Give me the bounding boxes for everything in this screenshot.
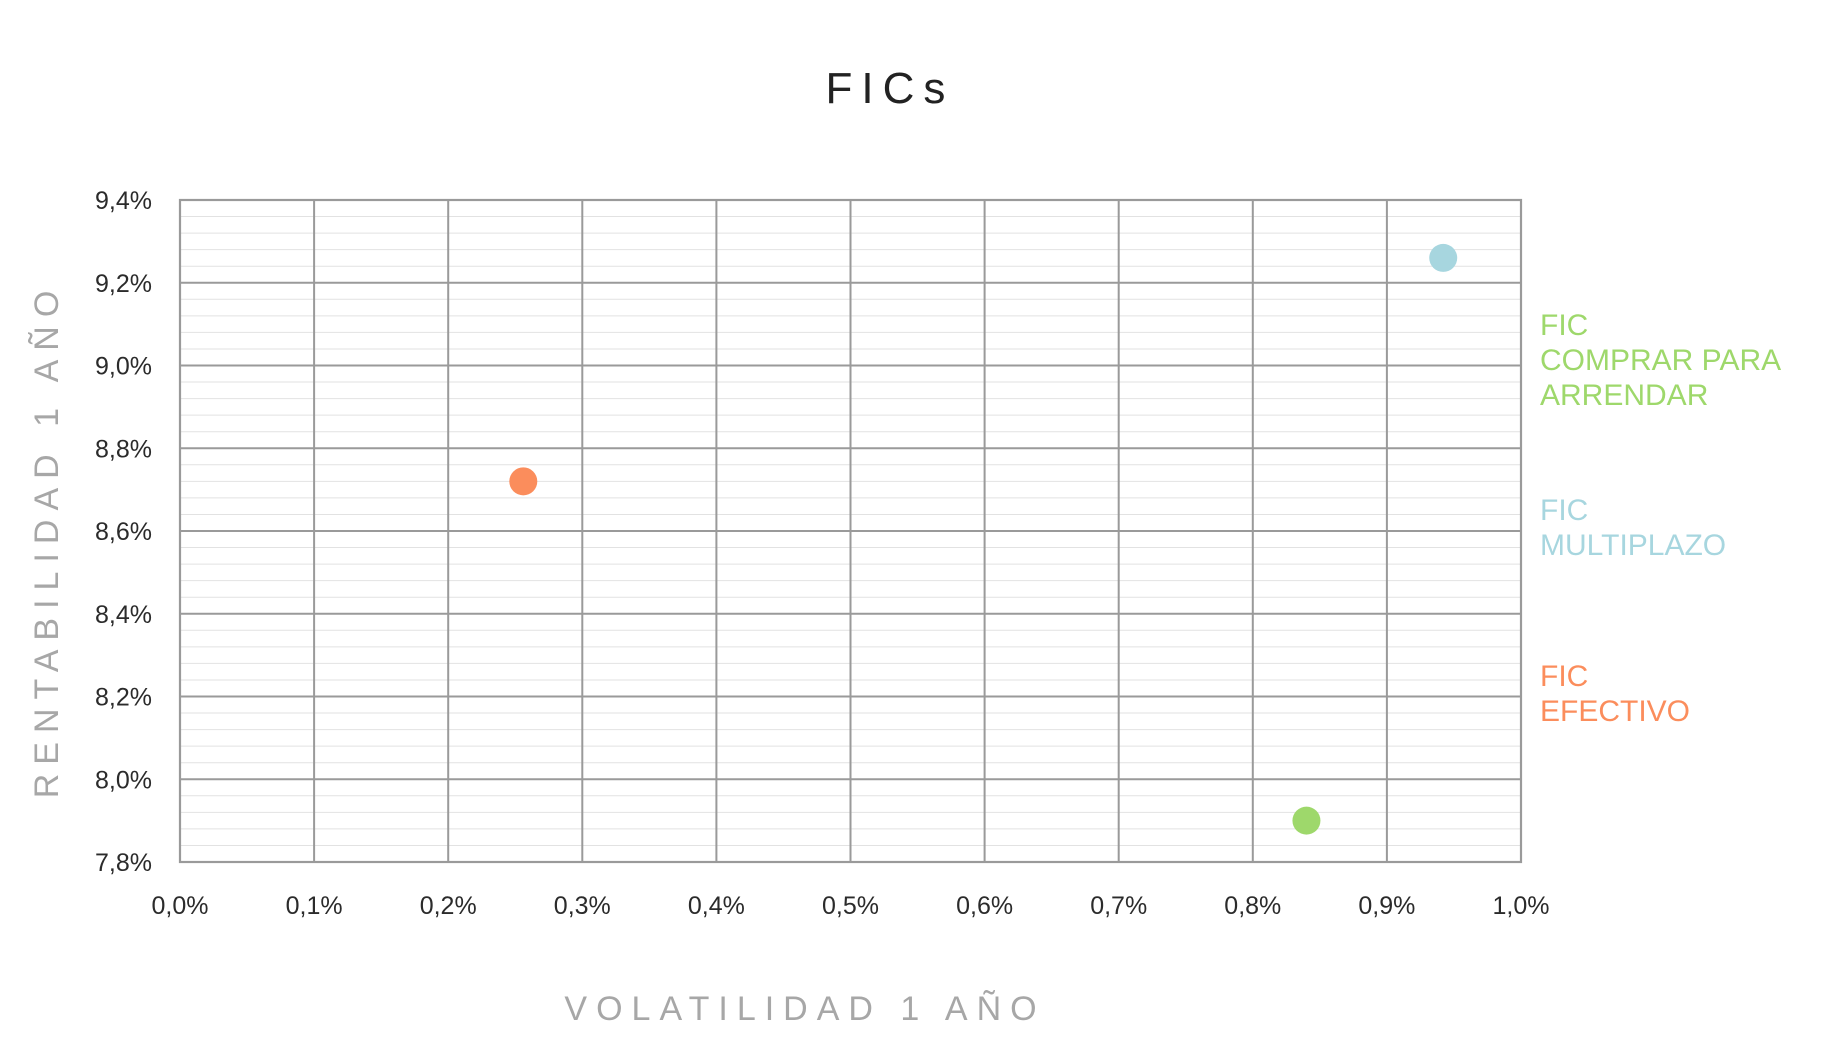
legend-entry-line: FIC <box>1540 494 1588 527</box>
legend-entry: FIC EFECTIVO <box>1540 660 1690 728</box>
chart-title: FICs <box>826 64 955 113</box>
plot-frame <box>178 198 1523 864</box>
legend-entry-line: COMPRAR PARA <box>1540 344 1781 377</box>
legend-entry-line: ARRENDAR <box>1540 379 1708 412</box>
y-tick-label: 8,2% <box>95 684 152 712</box>
legend-entry: FIC COMPRAR PARA ARRENDAR <box>1540 309 1781 412</box>
y-axis-label: RENTABILIDAD 1 AÑO <box>28 282 66 799</box>
y-tick-labels: 7,8% 8,0% 8,2% 8,4% 8,6% 8,8% 9,0% 9,2% 9,4% <box>95 187 152 877</box>
legend-entry: FIC MULTIPLAZO <box>1540 494 1726 562</box>
x-tick-label: 0,1% <box>286 892 343 920</box>
legend-entry-line: FIC <box>1540 660 1588 693</box>
x-tick-label: 0,9% <box>1358 892 1415 920</box>
y-tick-label: 7,8% <box>95 849 152 877</box>
x-tick-label: 0,2% <box>420 892 477 920</box>
x-tick-label: 0,5% <box>822 892 879 920</box>
y-tick-label: 8,0% <box>95 766 152 794</box>
legend-entry-line: FIC <box>1540 309 1588 342</box>
data-point <box>1292 806 1321 835</box>
data-points <box>509 243 1458 835</box>
y-tick-label: 9,2% <box>95 270 152 298</box>
x-tick-label: 0,3% <box>554 892 611 920</box>
legend-entry-line: MULTIPLAZO <box>1540 529 1726 562</box>
legend-entry-line: EFECTIVO <box>1540 695 1690 728</box>
y-tick-label: 8,6% <box>95 518 152 546</box>
x-tick-label: 0,4% <box>688 892 745 920</box>
x-tick-labels: 0,0% 0,1% 0,2% 0,3% 0,4% 0,5% 0,6% 0,7% 0,8% 0,9%… <box>152 892 1550 920</box>
x-tick-label: 0,0% <box>152 892 209 920</box>
grid-major-lines <box>179 199 1522 863</box>
y-tick-label: 8,4% <box>95 601 152 629</box>
data-point <box>1429 243 1458 272</box>
x-tick-label: 1,0% <box>1493 892 1550 920</box>
x-tick-label: 0,7% <box>1090 892 1147 920</box>
y-tick-label: 9,4% <box>95 187 152 215</box>
x-tick-label: 0,8% <box>1224 892 1281 920</box>
data-point <box>509 467 538 496</box>
y-tick-label: 9,0% <box>95 353 152 381</box>
y-tick-label: 8,8% <box>95 435 152 463</box>
x-tick-label: 0,6% <box>956 892 1013 920</box>
x-axis-label: VOLATILIDAD 1 AÑO <box>564 990 1045 1028</box>
